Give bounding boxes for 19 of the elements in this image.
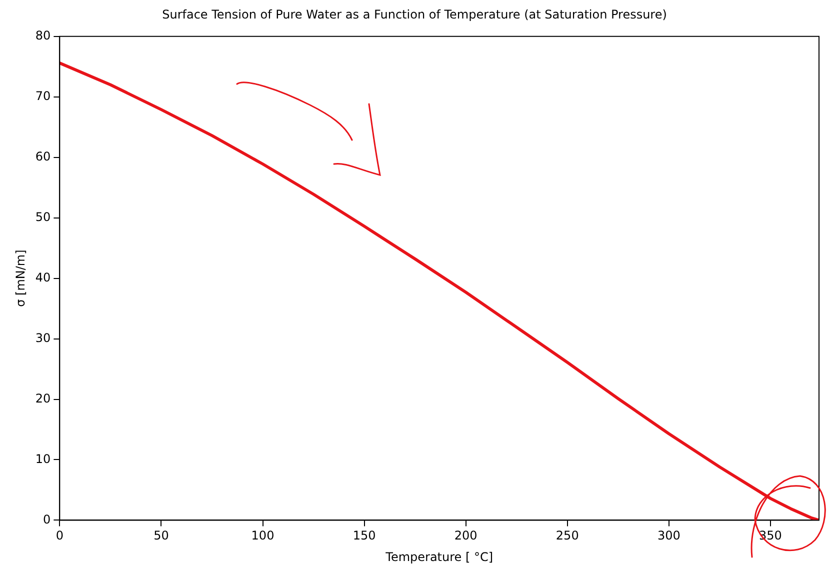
y-tick-label: 60 xyxy=(35,149,51,164)
x-tick-label: 200 xyxy=(454,528,478,543)
y-axis-title: σ [mN/m] xyxy=(13,250,28,307)
x-tick-label: 150 xyxy=(352,528,376,543)
y-tick-label: 0 xyxy=(43,512,51,526)
x-tick-label: 300 xyxy=(657,528,680,543)
y-tick-label: 70 xyxy=(35,89,51,103)
x-tick-label: 0 xyxy=(56,528,64,543)
y-tick-label: 10 xyxy=(35,452,51,466)
x-tick-label: 250 xyxy=(556,528,579,543)
y-tick-label: 50 xyxy=(35,210,51,224)
y-tick-label: 20 xyxy=(35,391,51,406)
x-axis-title: Temperature [ °C] xyxy=(384,550,494,564)
chart-title: Surface Tension of Pure Water as a Function of Temperature (at Saturation Pressure) xyxy=(162,7,667,22)
y-tick-label: 30 xyxy=(35,330,51,345)
y-tick-label: 40 xyxy=(35,270,51,284)
x-tick-label: 50 xyxy=(154,528,169,543)
y-tick-label: 80 xyxy=(35,28,51,43)
x-tick-label: 100 xyxy=(251,528,274,543)
